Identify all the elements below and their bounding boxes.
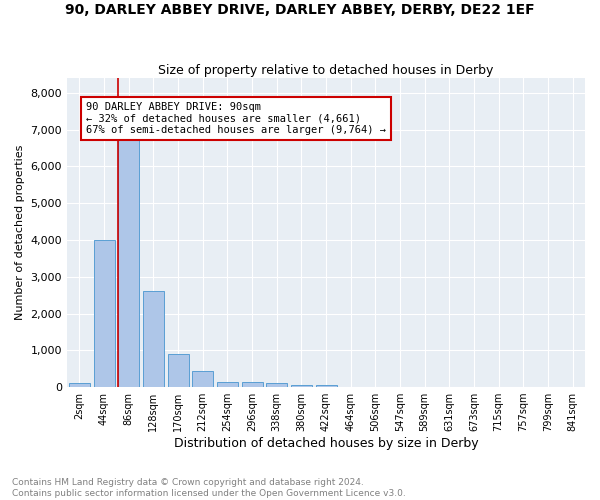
Bar: [217, 382, 238, 387]
Title: Size of property relative to detached houses in Derby: Size of property relative to detached ho…: [158, 64, 494, 77]
Text: 90 DARLEY ABBEY DRIVE: 90sqm
← 32% of detached houses are smaller (4,661)
67% of: 90 DARLEY ABBEY DRIVE: 90sqm ← 32% of de…: [86, 102, 386, 136]
Y-axis label: Number of detached properties: Number of detached properties: [15, 145, 25, 320]
Bar: [316, 385, 337, 387]
Bar: [266, 384, 287, 387]
Text: Contains HM Land Registry data © Crown copyright and database right 2024.
Contai: Contains HM Land Registry data © Crown c…: [12, 478, 406, 498]
X-axis label: Distribution of detached houses by size in Derby: Distribution of detached houses by size …: [174, 437, 478, 450]
Bar: [118, 130, 139, 387]
Bar: [167, 354, 188, 387]
Bar: [143, 292, 164, 387]
Bar: [242, 382, 263, 387]
Bar: [94, 240, 115, 387]
Bar: [192, 370, 213, 387]
Text: 90, DARLEY ABBEY DRIVE, DARLEY ABBEY, DERBY, DE22 1EF: 90, DARLEY ABBEY DRIVE, DARLEY ABBEY, DE…: [65, 2, 535, 16]
Bar: [291, 385, 312, 387]
Bar: [69, 384, 90, 387]
